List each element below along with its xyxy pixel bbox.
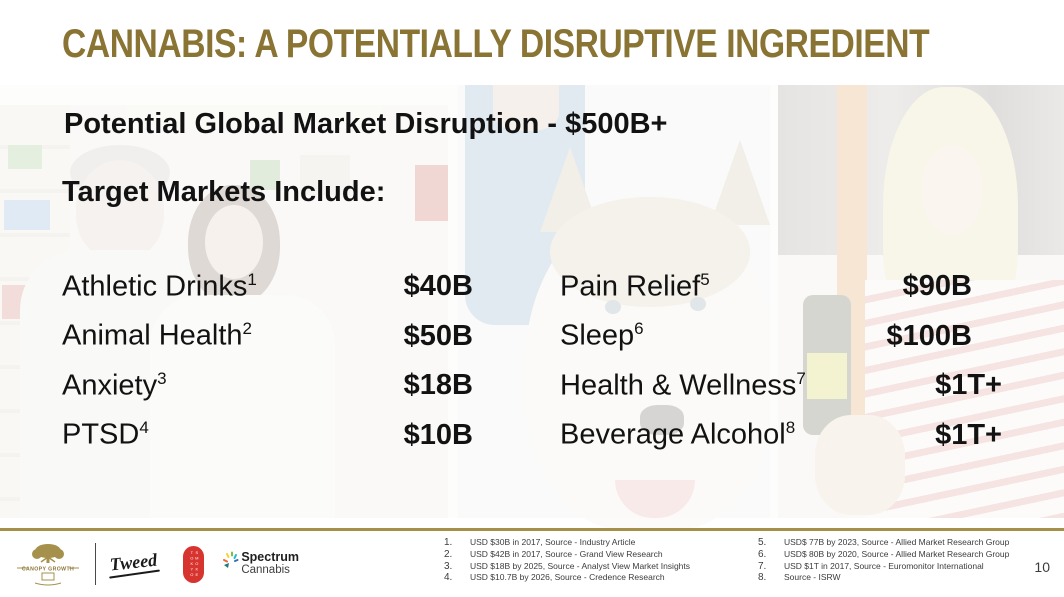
decor-shape	[710, 140, 770, 225]
decor-shape	[775, 85, 1064, 255]
tokyo-smoke-text: TOKYO	[189, 550, 195, 578]
market-value: $50B	[403, 319, 473, 352]
decor-shape	[615, 480, 695, 518]
market-name: Pain Relief5	[560, 269, 710, 303]
canopy-growth-logo: CANOPY GROWTH	[13, 542, 83, 586]
decor-shape	[8, 145, 42, 169]
market-row: Pain Relief5 $90B	[560, 262, 1002, 312]
footnote-ref: 5	[700, 269, 710, 289]
decor-shape	[0, 105, 70, 518]
footnote: 1. USD $30B in 2017, Source - Industry Ar…	[444, 537, 636, 548]
footnote: 4. USD $10.7B by 2026, Source - Credence …	[444, 572, 665, 584]
market-value: $1T+	[935, 418, 1002, 451]
footnote: 8. Source - ISRW	[758, 572, 841, 584]
footnote-ref: 4	[139, 418, 149, 438]
market-name: Anxiety3	[62, 368, 167, 402]
decor-shape	[921, 145, 983, 235]
footnote: 6. USD$ 80B by 2020, Source - Allied Mark…	[758, 548, 1010, 560]
market-name: Health & Wellness7	[560, 368, 806, 402]
footnote-ref: 2	[242, 319, 252, 339]
market-row: Athletic Drinks1 $40B	[62, 262, 473, 312]
footnote-ref: 8	[785, 418, 796, 438]
slide-title: CANNABIS: A POTENTIALLY DISRUPTIVE INGRE…	[62, 22, 930, 66]
target-markets-heading: Target Markets Include:	[62, 176, 386, 208]
footnote-ref: 3	[157, 368, 167, 388]
market-row: Animal Health2 $50B	[62, 312, 473, 362]
market-row: Sleep6 $100B	[560, 312, 1002, 362]
market-disruption-heading: Potential Global Market Disruption - $50…	[64, 108, 668, 140]
market-row: Anxiety3 $18B	[62, 361, 473, 411]
decor-shape	[76, 160, 164, 260]
footnotes-left: 1. USD $30B in 2017, Source - Industry Ar…	[444, 537, 744, 584]
footer: CANOPY GROWTH Tweed TOKYO SMOKE	[0, 531, 1064, 597]
spectrum-cannabis-logo: Spectrum Cannabis	[222, 551, 299, 577]
spectrum-text: Spectrum Cannabis	[241, 550, 299, 577]
footnote-ref: 7	[796, 368, 806, 388]
footnote: 3. USD $18B by 2025, Source - Analyst Vie…	[444, 560, 691, 572]
footnote: 7. USD $1T in 2017, Source - Euromonitor …	[758, 560, 984, 572]
market-name: Sleep6	[560, 319, 644, 353]
tokyo-smoke-text: SMOKE	[194, 550, 200, 578]
spectrum-starburst-icon	[223, 551, 239, 568]
market-row: PTSD4 $10B	[62, 411, 473, 461]
hero-section: Potential Global Market Disruption - $50…	[0, 85, 1064, 530]
decor-shape	[540, 147, 600, 232]
footnote: 2. USD $42B in 2017, Source - Grand View …	[444, 548, 663, 560]
tokyo-smoke-logo: TOKYO SMOKE	[183, 545, 205, 583]
footnote-ref: 1	[247, 269, 257, 289]
footnotes-right: 5. USD$ 77B by 2023, Source - Allied Mark…	[758, 537, 1048, 584]
market-name: Animal Health2	[62, 319, 252, 353]
market-value: $40B	[403, 270, 473, 303]
footer-divider-line	[0, 528, 1064, 531]
markets-right-column: Pain Relief5 $90B Sleep6 $100B Health & …	[560, 262, 1002, 460]
svg-text:CANOPY GROWTH: CANOPY GROWTH	[22, 567, 74, 573]
market-value: $90B	[902, 270, 972, 303]
page-number: 10	[1034, 559, 1050, 575]
market-value: $100B	[886, 319, 972, 352]
footnote: 5. USD$ 77B by 2023, Source - Allied Mark…	[758, 537, 1010, 548]
market-name: PTSD4	[62, 418, 149, 452]
decor-shape	[2, 285, 42, 319]
tweed-logo: Tweed	[107, 549, 163, 578]
logo-divider	[95, 543, 96, 585]
market-value: $1T+	[935, 369, 1002, 402]
market-value: $18B	[403, 369, 473, 402]
decor-shape	[415, 165, 453, 221]
decor-shape	[4, 200, 50, 230]
markets-left-column: Athletic Drinks1 $40B Animal Health2 $50…	[62, 262, 473, 460]
market-value: $10B	[403, 418, 473, 451]
canopy-tree-icon: CANOPY GROWTH	[17, 544, 79, 586]
market-row: Health & Wellness7 $1T+	[560, 361, 1002, 411]
market-name: Beverage Alcohol8	[560, 418, 796, 452]
market-row: Beverage Alcohol8 $1T+	[560, 411, 1002, 461]
market-name: Athletic Drinks1	[62, 269, 257, 303]
footnote-ref: 6	[634, 319, 644, 339]
logo-row: CANOPY GROWTH Tweed TOKYO SMOKE	[13, 539, 299, 589]
